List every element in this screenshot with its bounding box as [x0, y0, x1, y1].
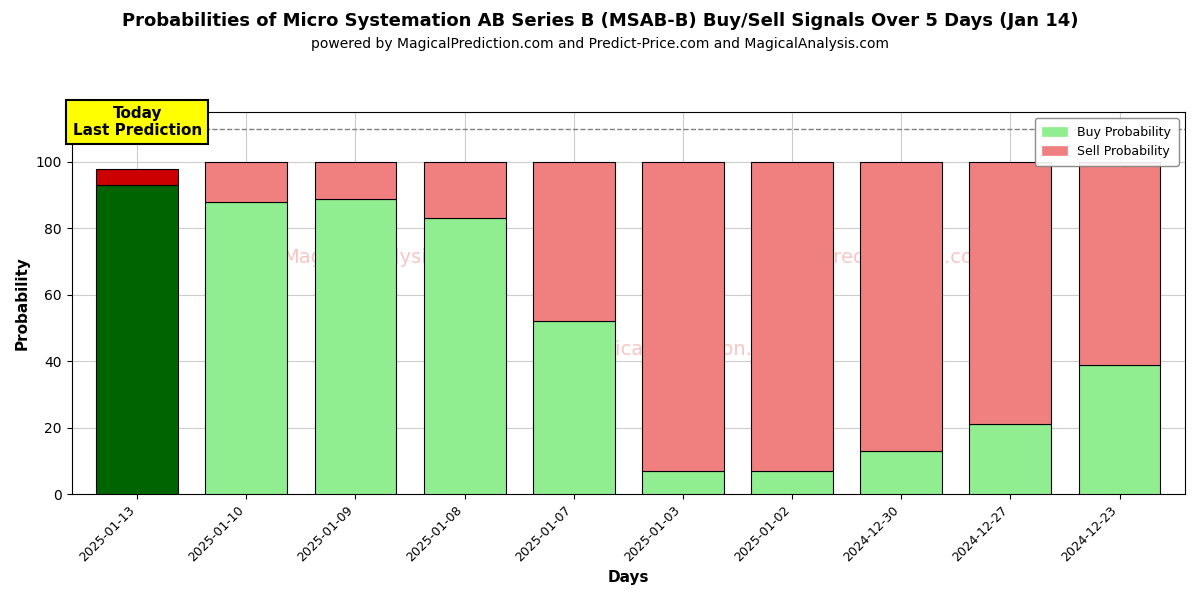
Bar [96, 185, 178, 494]
Bar [1079, 365, 1160, 494]
X-axis label: Days: Days [607, 570, 649, 585]
Bar [970, 424, 1051, 494]
Bar [860, 451, 942, 494]
Bar [533, 322, 614, 494]
Text: Today
Last Prediction: Today Last Prediction [72, 106, 202, 139]
Bar [96, 169, 178, 185]
Bar [424, 218, 505, 494]
Bar [860, 162, 942, 451]
Bar [533, 162, 614, 322]
Bar [424, 162, 505, 218]
Bar [205, 162, 287, 202]
Bar [314, 199, 396, 494]
Text: Predict-Price.com: Predict-Price.com [822, 248, 991, 267]
Bar [205, 202, 287, 494]
Bar [1079, 162, 1160, 365]
Text: MagicalPrediction.com: MagicalPrediction.com [575, 340, 793, 359]
Bar [751, 471, 833, 494]
Legend: Buy Probability, Sell Probability: Buy Probability, Sell Probability [1034, 118, 1178, 166]
Bar [642, 471, 724, 494]
Bar [970, 162, 1051, 424]
Text: powered by MagicalPrediction.com and Predict-Price.com and MagicalAnalysis.com: powered by MagicalPrediction.com and Pre… [311, 37, 889, 51]
Text: Probabilities of Micro Systemation AB Series B (MSAB-B) Buy/Sell Signals Over 5 : Probabilities of Micro Systemation AB Se… [121, 12, 1079, 30]
Bar [751, 162, 833, 471]
Y-axis label: Probability: Probability [16, 256, 30, 350]
Bar [314, 162, 396, 199]
Text: MagicalAnalysis.com: MagicalAnalysis.com [282, 248, 485, 267]
Bar [642, 162, 724, 471]
